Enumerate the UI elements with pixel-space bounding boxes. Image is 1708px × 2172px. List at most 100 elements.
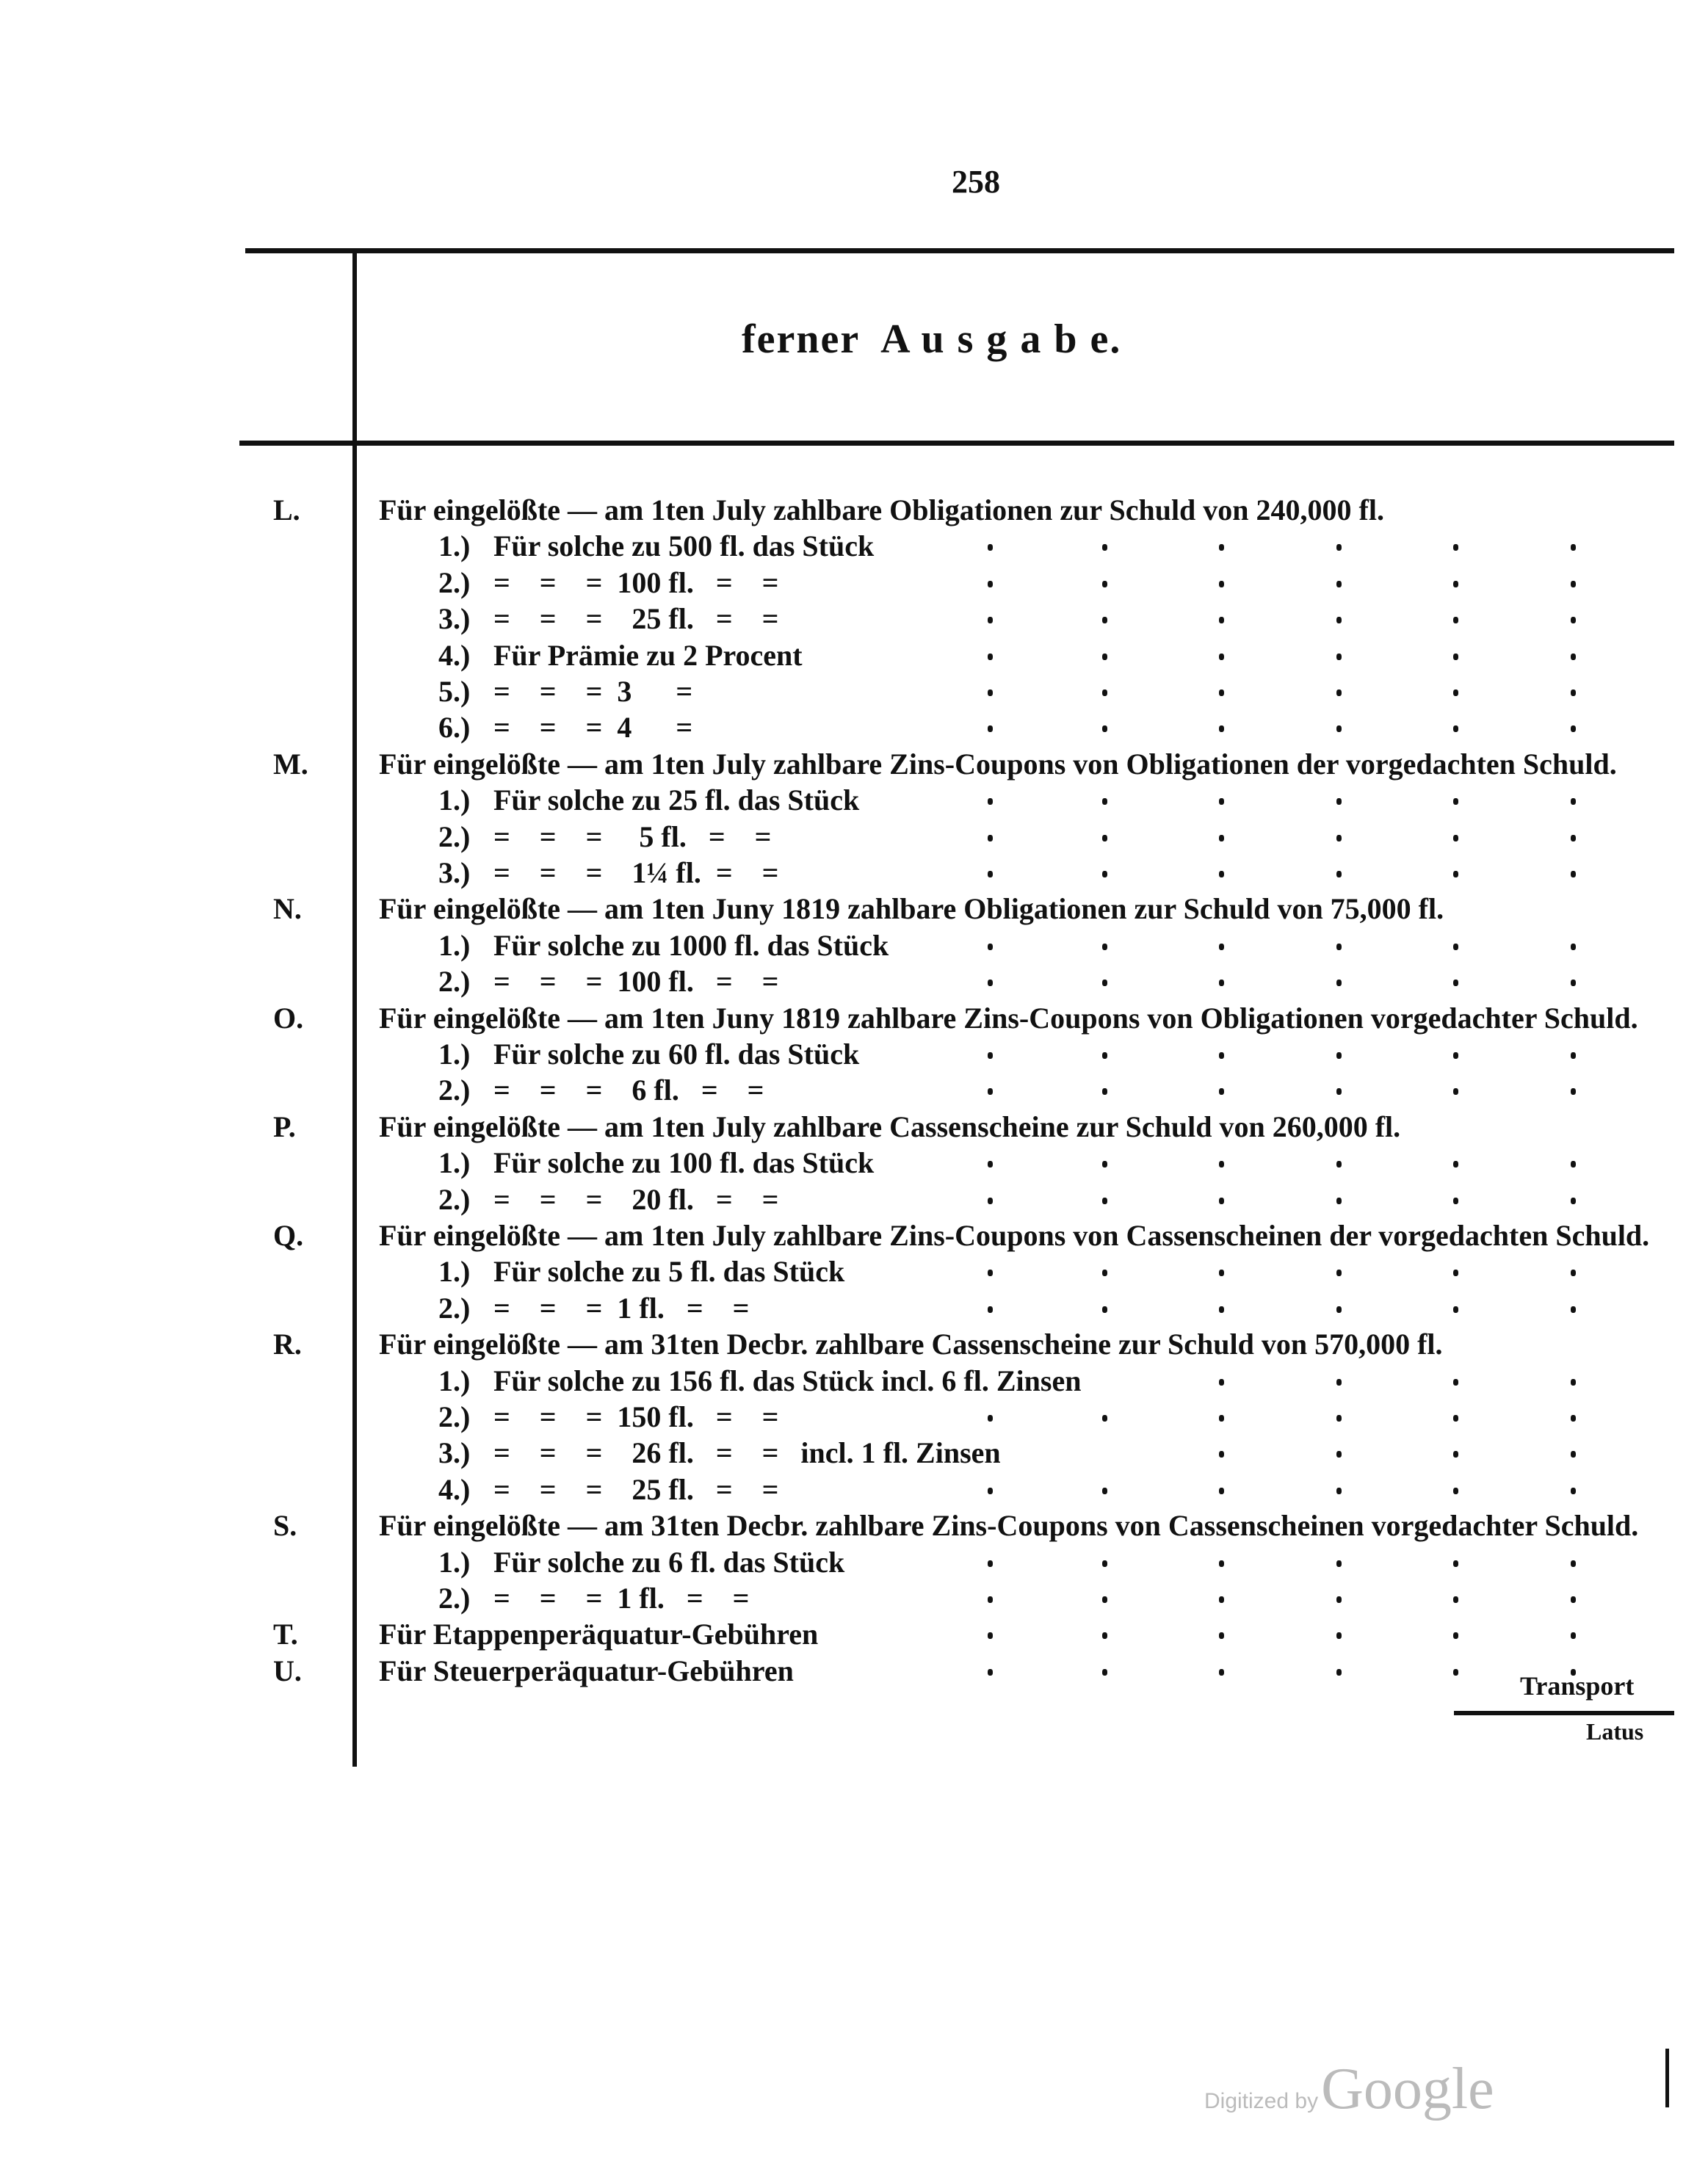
sub-entry-number: 2.) [438,565,471,599]
transport-rule [1454,1711,1674,1715]
leader-dot [1219,798,1224,806]
leader-dot [1453,980,1458,987]
leader-dot [1336,1088,1342,1096]
leader-dot [1571,943,1576,950]
leader-dot [1219,1451,1224,1458]
leader-dot [1571,1487,1576,1494]
sub-entry-row: 6.) = = = 4 = [0,709,1674,745]
leader-dot [1571,1596,1576,1603]
digitized-watermark: Digitized by Google [1204,2056,1494,2123]
sub-entry-row: 4.) Für Prämie zu 2 Procent [0,637,1674,673]
sub-entry-text: Für Prämie zu 2 Procent [493,638,803,672]
leader-dot [988,1088,993,1096]
leader-dot [1219,1270,1224,1277]
leader-dot [988,980,993,987]
sub-entry-number: 1.) [438,928,471,962]
sub-entry-text: = = = 20 fl. = = [493,1182,779,1216]
leader-dot [1571,1668,1576,1676]
leader-dot [1102,580,1107,587]
entry-letter: S. [273,1509,297,1543]
sub-entry-row: 2.) = = = 150 fl. = = [0,1399,1674,1435]
sub-entry-number: 3.) [438,856,471,889]
leader-dot [988,689,993,696]
entry-letter: U. [273,1654,302,1687]
leader-dot [1219,580,1224,587]
leader-dot [988,1197,993,1204]
leader-dot [1571,689,1576,696]
leader-dot [1102,689,1107,696]
entry-text: Für eingelößte — am 31ten Decbr. zahlbar… [379,1509,1639,1543]
sub-entry-number: 2.) [438,1291,471,1325]
leader-dot [1102,980,1107,987]
leader-dot [1336,1161,1342,1168]
leader-dot [1219,653,1224,660]
sub-entry-number: 2.) [438,965,471,999]
sub-entry-number: 2.) [438,1074,471,1107]
leader-dot [1219,1487,1224,1494]
sub-entry-row: 2.) = = = 1 fl. = = [0,1290,1674,1326]
sub-entry-row: 2.) = = = 6 fl. = = [0,1072,1674,1108]
leader-dot [1102,1161,1107,1168]
leader-dot [1453,1596,1458,1603]
leader-dot [1102,1668,1107,1676]
leader-dot [1571,834,1576,841]
leader-dot [1571,1451,1576,1458]
watermark-brand: Google [1321,2057,1494,2121]
sub-entry-number: 1.) [438,529,471,563]
leader-dot [1102,725,1107,733]
leader-dot [1453,1560,1458,1567]
leader-dot [1453,834,1458,841]
leader-dot [1102,617,1107,624]
leader-dot [1453,943,1458,950]
entry-row: U. Für Steuerperäquatur-Gebühren [0,1653,1674,1689]
leader-dot [1219,725,1224,733]
sub-entry-row: 1.) Für solche zu 500 fl. das Stück [0,528,1674,564]
sub-entry-text: = = = 25 fl. = = [493,1472,779,1506]
header-rule [239,441,1674,446]
leader-dot [1102,1632,1107,1640]
leader-dot [988,1632,993,1640]
leader-dot [1102,1560,1107,1567]
sub-entry-text: = = = 1 fl. = = [493,1291,750,1325]
leader-dot [988,1596,993,1603]
sub-entry-row: 1.) Für solche zu 6 fl. das Stück [0,1544,1674,1580]
leader-dot [1571,725,1576,733]
leader-dot [1336,1596,1342,1603]
leader-dot [1219,1378,1224,1386]
entry-row: O. Für eingelößte — am 1ten Juny 1819 zah… [0,1000,1674,1036]
watermark-prefix: Digitized by [1204,2089,1319,2113]
sub-entry-number: 4.) [438,1472,471,1506]
leader-dot [988,617,993,624]
leader-dot [1102,1415,1107,1422]
leader-dot [1571,1088,1576,1096]
entry-text: Für eingelößte — am 1ten July zahlbare Z… [379,1219,1650,1252]
leader-dot [988,653,993,660]
sub-entry-row: 2.) = = = 100 fl. = = [0,565,1674,601]
sub-entry-number: 4.) [438,638,471,672]
leader-dot [1219,544,1224,551]
leader-dot [1453,1415,1458,1422]
sub-entry-text: Für solche zu 156 fl. das Stück incl. 6 … [493,1364,1082,1397]
leader-dot [988,1052,993,1059]
leader-dot [1453,1487,1458,1494]
leader-dot [988,871,993,877]
transport-label: Transport [1520,1671,1635,1701]
leader-dot [988,1487,993,1494]
entry-text: Für eingelößte — am 1ten July zahlbare O… [379,493,1384,526]
leader-dot [1336,1668,1342,1676]
section-title: ferner A u s g a b e. [742,316,1122,362]
leader-dot [1219,1161,1224,1168]
leader-dot [1453,1451,1458,1458]
leader-dot [1102,798,1107,806]
leader-dot [1336,871,1342,877]
entry-text: Für eingelößte — am 1ten Juny 1819 zahlb… [379,892,1444,926]
sub-entry-text: Für solche zu 100 fl. das Stück [493,1146,875,1180]
leader-dot [988,1560,993,1567]
edge-mark [1665,2049,1669,2107]
leader-dot [1336,580,1342,587]
leader-dot [1219,1560,1224,1567]
entry-letter: L. [273,493,300,526]
leader-dot [1453,653,1458,660]
sub-entry-number: 1.) [438,783,471,817]
leader-dot [1453,617,1458,624]
